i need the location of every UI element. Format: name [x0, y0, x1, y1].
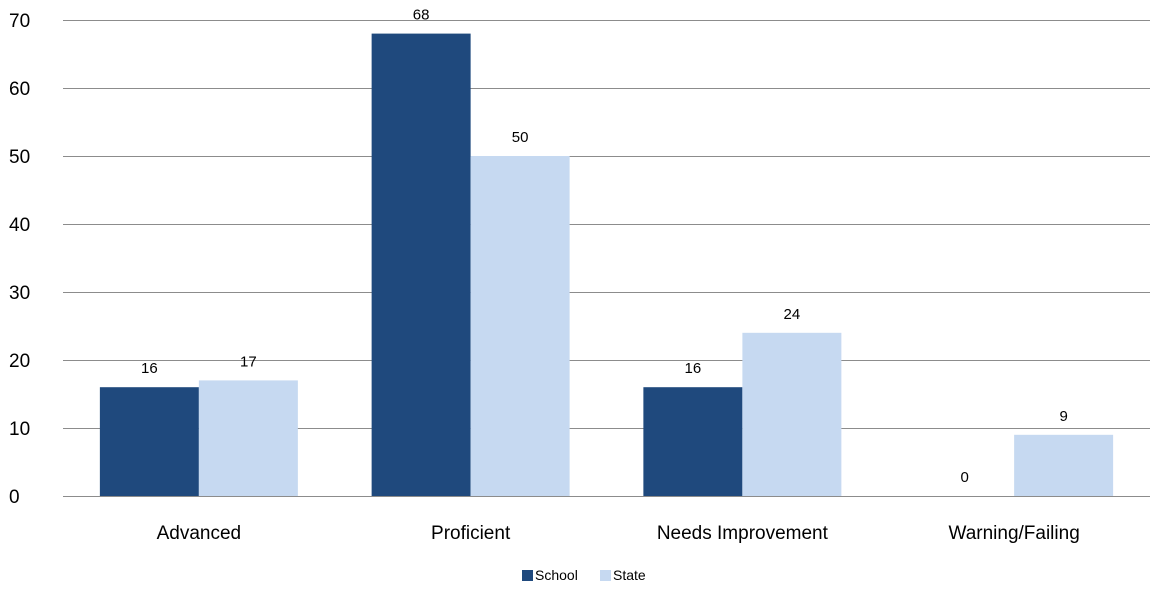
y-tick-label: 30 — [9, 283, 30, 304]
legend: School State — [522, 567, 646, 583]
data-label: 50 — [512, 129, 529, 146]
y-tick-label: 40 — [9, 215, 30, 236]
y-tick-label: 0 — [9, 487, 20, 508]
category-label: Advanced — [157, 523, 242, 544]
bar-school-0 — [99, 387, 199, 496]
category-label: Proficient — [431, 523, 511, 544]
x-axis-category-labels: Advanced Proficient Needs Improvement Warni… — [157, 523, 1080, 544]
bar-state-1 — [470, 156, 570, 496]
bar-school-2 — [643, 387, 743, 496]
legend-label-state: State — [613, 567, 646, 583]
data-labels: 16 17 68 50 16 24 0 9 — [141, 7, 1068, 486]
data-label: 9 — [1059, 408, 1067, 425]
bar-state-0 — [198, 380, 298, 496]
legend-label-school: School — [535, 567, 578, 583]
y-tick-label: 60 — [9, 79, 30, 100]
data-label: 68 — [413, 7, 430, 24]
category-label: Warning/Failing — [948, 523, 1079, 544]
bar-state-2 — [742, 332, 842, 496]
data-label: 16 — [685, 360, 702, 377]
data-label: 17 — [240, 353, 257, 370]
data-label: 16 — [141, 360, 158, 377]
legend-swatch-school — [522, 570, 533, 581]
y-tick-label: 70 — [9, 11, 30, 32]
data-label: 0 — [960, 469, 968, 486]
y-axis-tick-labels: 0 10 20 30 40 50 60 70 — [9, 11, 30, 508]
category-label: Needs Improvement — [657, 523, 829, 544]
y-tick-label: 20 — [9, 351, 30, 372]
bars — [99, 33, 1114, 496]
y-tick-label: 10 — [9, 419, 30, 440]
bar-school-1 — [371, 33, 471, 496]
legend-swatch-state — [600, 570, 611, 581]
data-label: 24 — [784, 306, 801, 323]
bar-state-3 — [1014, 434, 1114, 496]
y-tick-label: 50 — [9, 147, 30, 168]
